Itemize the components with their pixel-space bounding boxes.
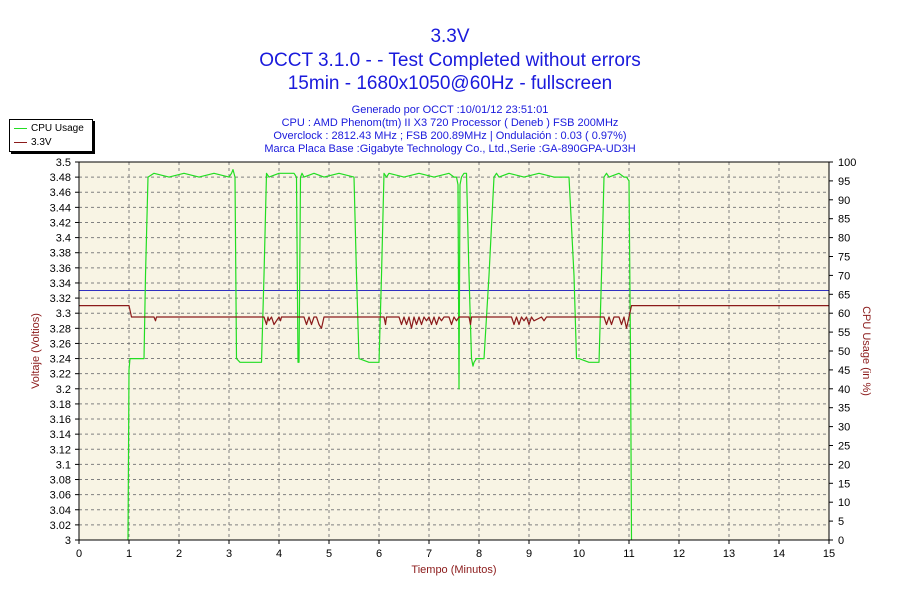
- chart-subtitle-config: 15min - 1680x1050@60Hz - fullscreen: [287, 73, 613, 94]
- y-tick-label: 3.22: [50, 369, 71, 381]
- y2-tick-label: 90: [838, 195, 850, 207]
- y-tick-label: 3: [65, 535, 71, 547]
- y2-tick-label: 65: [838, 289, 850, 301]
- y-tick-label: 3.08: [50, 475, 71, 487]
- legend-label-cpu-usage: CPU Usage: [31, 123, 84, 134]
- plot-frame: [78, 161, 830, 541]
- series-line-3-3v: [79, 305, 829, 329]
- legend-swatch-cpu-usage: [14, 127, 27, 129]
- y-tick-label: 3.48: [50, 172, 71, 184]
- y-tick-label: 3.04: [50, 505, 71, 517]
- chart-legend: CPU Usage 3.3V: [9, 119, 93, 152]
- legend-item-3-3v: 3.3V: [14, 137, 52, 149]
- y2-tick-label: 60: [838, 308, 850, 320]
- y2-tick-label: 55: [838, 327, 850, 339]
- legend-item-cpu-usage: CPU Usage: [14, 123, 84, 135]
- plot-area: [79, 162, 829, 540]
- x-tick-label: 6: [376, 548, 382, 560]
- x-tick-label: 15: [823, 548, 835, 560]
- y-tick-label: 3.34: [50, 278, 71, 290]
- y2-tick-label: 20: [838, 459, 850, 471]
- y-tick-label: 3.16: [50, 414, 71, 426]
- y2-tick-label: 35: [838, 403, 850, 415]
- x-tick-label: 8: [476, 548, 482, 560]
- x-tick-label: 14: [773, 548, 785, 560]
- x-tick-label: 1: [126, 548, 132, 560]
- x-tick-label: 13: [723, 548, 735, 560]
- x-tick-label: 11: [623, 548, 634, 560]
- y2-tick-label: 10: [838, 497, 850, 509]
- y-tick-label: 3.24: [50, 354, 71, 366]
- y2-tick-label: 0: [838, 535, 844, 547]
- x-tick-label: 4: [276, 548, 282, 560]
- x-tick-label: 9: [526, 548, 532, 560]
- legend-label-3-3v: 3.3V: [31, 137, 52, 148]
- y2-tick-label: 45: [838, 365, 850, 377]
- x-tick-label: 7: [426, 548, 432, 560]
- y-tick-label: 3.18: [50, 399, 71, 411]
- y-tick-label: 3.2: [56, 384, 71, 396]
- x-axis-label: Tiempo (Minutos): [411, 564, 496, 576]
- info-cpu: CPU : AMD Phenom(tm) II X3 720 Processor…: [281, 117, 619, 129]
- y-tick-label: 3.32: [50, 293, 71, 305]
- chart-title: 3.3V: [430, 26, 470, 47]
- y2-tick-label: 5: [838, 516, 844, 528]
- y-tick-label: 3.26: [50, 338, 71, 350]
- info-motherboard: Marca Placa Base :Gigabyte Technology Co…: [264, 143, 636, 155]
- y2-tick-label: 30: [838, 422, 850, 434]
- y2-tick-label: 70: [838, 270, 850, 282]
- info-overclock: Overclock : 2812.43 MHz ; FSB 200.89MHz …: [273, 130, 627, 142]
- x-tick-label: 3: [226, 548, 232, 560]
- y2-tick-label: 25: [838, 441, 850, 453]
- info-generated: Generado por OCCT :10/01/12 23:51:01: [351, 104, 549, 116]
- x-tick-label: 10: [573, 548, 585, 560]
- y-tick-label: 3.5: [56, 157, 71, 169]
- y-tick-label: 3.28: [50, 323, 71, 335]
- y2-tick-label: 50: [838, 346, 850, 358]
- y-tick-label: 3.46: [50, 187, 71, 199]
- y-tick-label: 3.44: [50, 202, 71, 214]
- y-tick-label: 3.36: [50, 263, 71, 275]
- y-tick-label: 3.3: [56, 308, 71, 320]
- legend-swatch-3-3v: [14, 141, 27, 143]
- y2-tick-label: 15: [838, 478, 850, 490]
- y2-tick-label: 75: [838, 252, 850, 264]
- y-tick-label: 3.42: [50, 217, 71, 229]
- y2-tick-label: 100: [838, 157, 856, 169]
- y-tick-label: 3.06: [50, 490, 71, 502]
- y-tick-label: 3.38: [50, 248, 71, 260]
- series-line-cpu-usage: [127, 169, 633, 541]
- chart-subtitle-test: OCCT 3.1.0 - - Test Completed without er…: [259, 50, 641, 71]
- y-tick-label: 3.1: [56, 459, 71, 471]
- x-tick-label: 0: [76, 548, 82, 560]
- y2-tick-label: 80: [838, 233, 850, 245]
- y2-axis-label: CPU Usage (in %): [860, 306, 872, 396]
- x-tick-label: 2: [176, 548, 182, 560]
- y-tick-label: 3.4: [56, 233, 71, 245]
- y-tick-label: 3.12: [50, 444, 71, 456]
- x-tick-label: 12: [673, 548, 685, 560]
- x-tick-label: 5: [326, 548, 332, 560]
- y-axis-label: Voltaje (Voltios): [30, 313, 42, 389]
- y2-tick-label: 85: [838, 214, 850, 226]
- y2-tick-label: 40: [838, 384, 850, 396]
- y-tick-label: 3.14: [50, 429, 71, 441]
- y-tick-label: 3.02: [50, 520, 71, 532]
- y2-tick-label: 95: [838, 176, 850, 188]
